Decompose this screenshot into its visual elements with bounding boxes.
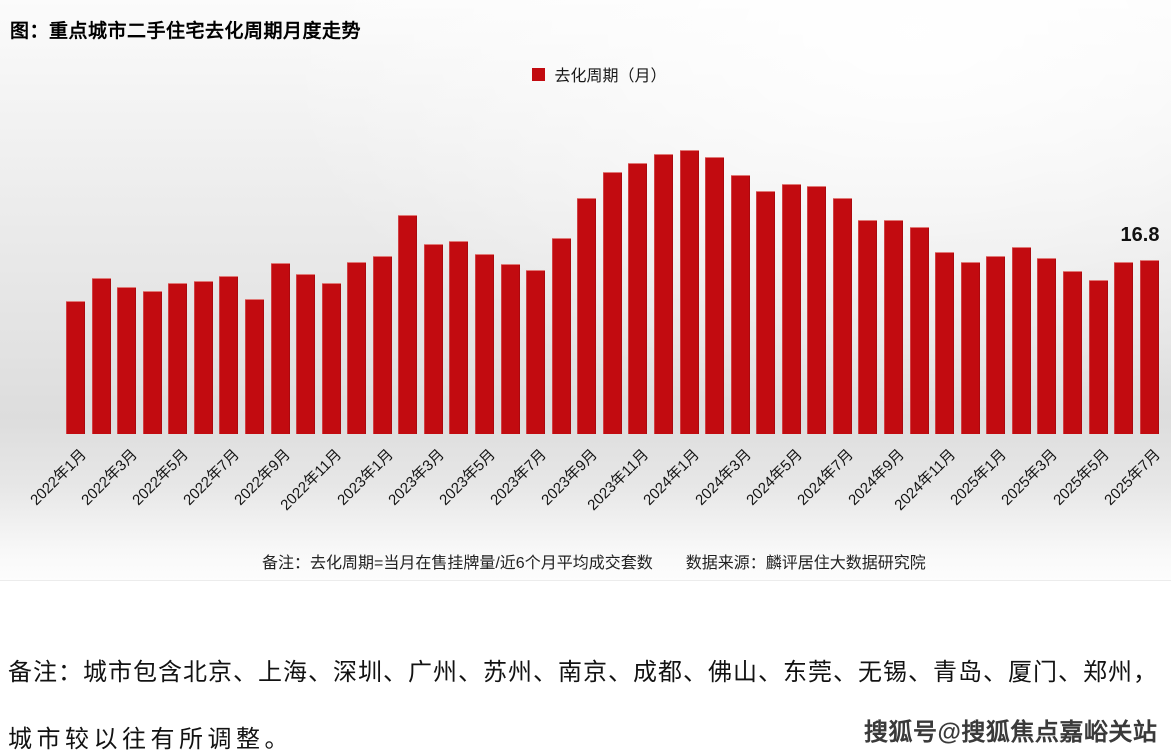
legend-label: 去化周期（月） (554, 68, 667, 85)
bar (832, 198, 852, 434)
chart-footnote-definition: 备注：去化周期=当月在售挂牌量/近6个月平均成交套数 (262, 555, 653, 572)
bar (66, 300, 85, 434)
bar (884, 220, 903, 434)
bar (602, 172, 622, 434)
bar (193, 281, 213, 434)
bar (423, 243, 443, 434)
bar-series (66, 120, 1159, 434)
bar (475, 254, 494, 434)
bar (1011, 246, 1031, 434)
bar (935, 252, 955, 434)
bar (858, 220, 878, 434)
bar (1114, 262, 1134, 434)
bar (551, 237, 571, 434)
bar (526, 269, 546, 434)
chart-panel: 图：重点城市二手住宅去化周期月度走势 去化周期（月） 16.8 2022年1月 2… (0, 0, 1171, 581)
legend-marker-icon (532, 67, 546, 81)
bottom-note-line1: 备注：城市包含北京、上海、深圳、广州、苏州、南京、成都、佛山、东莞、无锡、青岛、… (8, 660, 1158, 686)
bar (781, 183, 801, 434)
x-axis-labels: 2022年1月 2022年3月 2022年5月 2022年7月 2022年9月 2022年… (27, 434, 1164, 534)
bar (705, 156, 725, 434)
bar (1062, 270, 1082, 434)
bar (398, 214, 418, 434)
bar (909, 227, 929, 434)
last-bar-value-label: 16.8 (1120, 224, 1160, 246)
bar (986, 256, 1006, 434)
bar (372, 256, 392, 434)
bar (756, 191, 776, 434)
watermark: 搜狐号@搜狐焦点嘉峪关站 (864, 719, 1158, 746)
bar (117, 287, 137, 434)
bar (807, 185, 827, 434)
bar (296, 273, 316, 434)
bar (244, 298, 264, 434)
bar (1088, 279, 1108, 434)
chart-footnote-source: 数据来源：麟评居住大数据研究院 (685, 555, 926, 572)
bar (270, 263, 290, 434)
bar (653, 153, 673, 434)
bar (628, 163, 648, 434)
bar (730, 174, 750, 434)
chart-footnote: 备注：去化周期=当月在售挂牌量/近6个月平均成交套数 数据来源：麟评居住大数据研… (262, 549, 926, 573)
legend-item: 去化周期（月） (532, 62, 667, 86)
bar (679, 149, 699, 434)
bar (321, 283, 341, 434)
bar (960, 262, 980, 434)
bar (500, 264, 520, 434)
legend: 去化周期（月） (0, 62, 1171, 86)
bar (449, 240, 469, 434)
bar (168, 283, 188, 434)
bar (91, 277, 111, 434)
bar (142, 291, 162, 434)
bar (577, 198, 597, 434)
bar (219, 275, 239, 434)
bar (1037, 258, 1057, 434)
chart-title: 图：重点城市二手住宅去化周期月度走势 (10, 21, 362, 42)
bottom-note-line2: 城市较以往有所调整。 (8, 727, 293, 753)
bar (1139, 260, 1159, 434)
bar (347, 262, 367, 434)
